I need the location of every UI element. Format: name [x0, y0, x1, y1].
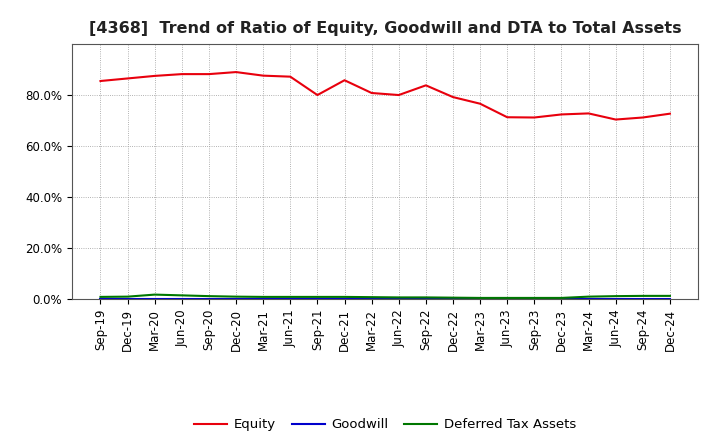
Deferred Tax Assets [232, 294, 240, 299]
Legend: Equity, Goodwill, Deferred Tax Assets: Equity, Goodwill, Deferred Tax Assets [189, 413, 582, 436]
Goodwill [584, 297, 593, 302]
Deferred Tax Assets [178, 293, 186, 298]
Deferred Tax Assets [639, 293, 647, 298]
Deferred Tax Assets [665, 293, 674, 298]
Equity [639, 115, 647, 120]
Deferred Tax Assets [123, 294, 132, 299]
Title: [4368]  Trend of Ratio of Equity, Goodwill and DTA to Total Assets: [4368] Trend of Ratio of Equity, Goodwil… [89, 21, 682, 36]
Goodwill [530, 297, 539, 302]
Deferred Tax Assets [584, 294, 593, 299]
Goodwill [449, 297, 457, 302]
Goodwill [476, 297, 485, 302]
Deferred Tax Assets [449, 295, 457, 301]
Goodwill [341, 297, 349, 302]
Deferred Tax Assets [557, 295, 566, 301]
Line: Deferred Tax Assets: Deferred Tax Assets [101, 295, 670, 298]
Deferred Tax Assets [313, 294, 322, 300]
Goodwill [150, 297, 159, 302]
Goodwill [178, 297, 186, 302]
Deferred Tax Assets [96, 294, 105, 300]
Deferred Tax Assets [341, 294, 349, 300]
Equity [503, 114, 511, 120]
Equity [557, 112, 566, 117]
Deferred Tax Assets [259, 294, 268, 300]
Goodwill [232, 297, 240, 302]
Equity [178, 71, 186, 77]
Goodwill [639, 297, 647, 302]
Equity [367, 90, 376, 95]
Equity [395, 92, 403, 98]
Deferred Tax Assets [421, 295, 430, 300]
Equity [611, 117, 620, 122]
Equity [584, 111, 593, 116]
Deferred Tax Assets [530, 295, 539, 301]
Equity [96, 78, 105, 84]
Equity [232, 70, 240, 75]
Deferred Tax Assets [367, 294, 376, 300]
Equity [123, 76, 132, 81]
Deferred Tax Assets [476, 295, 485, 301]
Goodwill [503, 297, 511, 302]
Goodwill [123, 297, 132, 302]
Equity [341, 77, 349, 83]
Goodwill [421, 297, 430, 302]
Equity [665, 111, 674, 116]
Line: Equity: Equity [101, 72, 670, 120]
Goodwill [259, 297, 268, 302]
Equity [421, 83, 430, 88]
Equity [449, 95, 457, 100]
Goodwill [367, 297, 376, 302]
Equity [530, 115, 539, 120]
Deferred Tax Assets [611, 293, 620, 299]
Equity [313, 92, 322, 98]
Goodwill [395, 297, 403, 302]
Deferred Tax Assets [286, 294, 294, 300]
Deferred Tax Assets [395, 295, 403, 300]
Goodwill [557, 297, 566, 302]
Deferred Tax Assets [150, 292, 159, 297]
Equity [204, 71, 213, 77]
Equity [259, 73, 268, 78]
Equity [150, 73, 159, 78]
Equity [476, 101, 485, 106]
Deferred Tax Assets [503, 295, 511, 301]
Equity [286, 74, 294, 79]
Goodwill [96, 297, 105, 302]
Goodwill [286, 297, 294, 302]
Deferred Tax Assets [204, 293, 213, 299]
Goodwill [204, 297, 213, 302]
Goodwill [611, 297, 620, 302]
Goodwill [665, 297, 674, 302]
Goodwill [313, 297, 322, 302]
